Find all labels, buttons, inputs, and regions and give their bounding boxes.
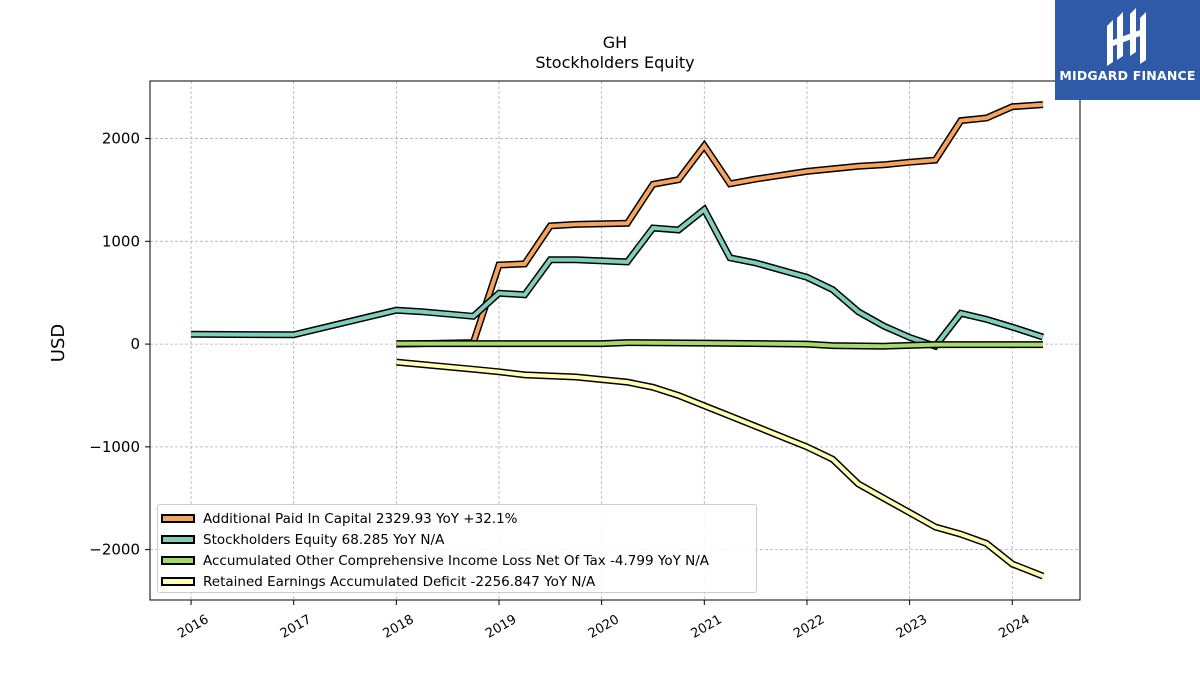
chart-title: Stockholders Equity bbox=[535, 53, 695, 72]
series-lines bbox=[191, 101, 1045, 580]
logo-mark-icon bbox=[1107, 8, 1146, 66]
y-tick-label: 2000 bbox=[102, 130, 140, 148]
x-tick-label: 2024 bbox=[996, 612, 1032, 642]
x-tick-label: 2016 bbox=[175, 612, 211, 642]
series-outline-1 bbox=[191, 204, 1045, 351]
series-line-2 bbox=[396, 340, 1043, 349]
y-tick-label: −2000 bbox=[89, 541, 140, 559]
x-tick-label: 2019 bbox=[483, 612, 519, 642]
chart-ticker: GH bbox=[602, 33, 628, 52]
series-line-0 bbox=[396, 102, 1044, 347]
x-tick-label: 2022 bbox=[791, 612, 827, 642]
chart-legend: Additional Paid In Capital 2329.93 YoY +… bbox=[157, 504, 757, 593]
legend-swatch bbox=[161, 556, 195, 565]
legend-swatch bbox=[161, 577, 195, 586]
logo-text: MIDGARD FINANCE bbox=[1059, 68, 1196, 83]
legend-label: Stockholders Equity 68.285 YoY N/A bbox=[203, 531, 445, 548]
y-tick-label: 0 bbox=[130, 335, 140, 353]
y-tick-label: 1000 bbox=[102, 232, 140, 250]
legend-swatch bbox=[161, 535, 195, 544]
legend-label: Additional Paid In Capital 2329.93 YoY +… bbox=[203, 510, 518, 527]
legend-entry: Accumulated Other Comprehensive Income L… bbox=[158, 550, 756, 571]
legend-entry: Retained Earnings Accumulated Deficit -2… bbox=[158, 571, 756, 592]
series-line-3 bbox=[396, 360, 1044, 578]
legend-swatch bbox=[161, 514, 195, 523]
x-tick-label: 2017 bbox=[278, 612, 314, 642]
legend-entry: Stockholders Equity 68.285 YoY N/A bbox=[158, 529, 756, 550]
axes bbox=[145, 80, 1081, 605]
brand-logo: MIDGARD FINANCE bbox=[1055, 0, 1200, 100]
legend-entry: Additional Paid In Capital 2329.93 YoY +… bbox=[158, 508, 756, 529]
x-tick-label: 2018 bbox=[381, 612, 417, 642]
x-tick-label: 2023 bbox=[894, 612, 930, 642]
plot-frame bbox=[149, 80, 1081, 601]
x-tick-label: 2020 bbox=[586, 612, 622, 642]
legend-label: Retained Earnings Accumulated Deficit -2… bbox=[203, 573, 596, 590]
x-tick-label: 2021 bbox=[688, 612, 724, 642]
y-axis-label: USD bbox=[48, 324, 69, 362]
legend-label: Accumulated Other Comprehensive Income L… bbox=[203, 552, 709, 569]
y-tick-label: −1000 bbox=[89, 438, 140, 456]
